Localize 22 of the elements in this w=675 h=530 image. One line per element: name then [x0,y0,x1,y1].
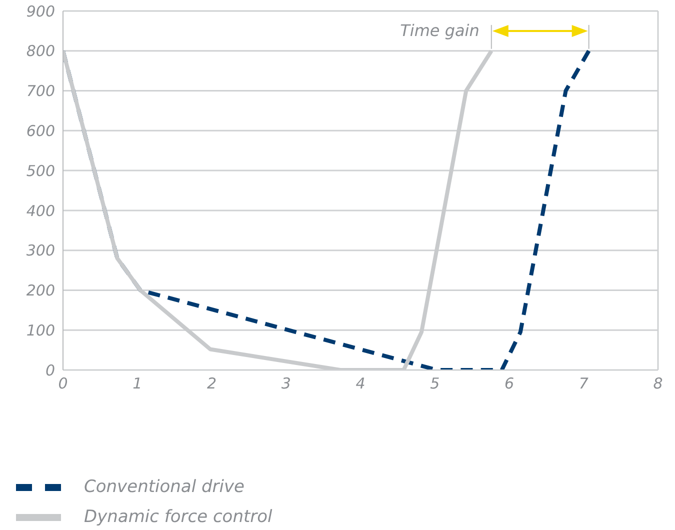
x-tick-label: 5 [430,374,440,393]
x-tick-label: 4 [356,374,366,393]
x-tick-label: 8 [653,374,663,393]
y-tick-label: 800 [26,42,55,60]
y-tick-label: 400 [26,202,55,220]
y-tick-label: 0 [45,361,55,380]
y-tick-label: 700 [26,82,55,100]
x-tick-label: 3 [281,374,291,393]
x-tick-label: 7 [578,374,589,393]
y-tick-label: 100 [26,321,55,340]
y-tick-label: 600 [26,122,55,140]
x-tick-label: 0 [58,374,68,393]
legend-label: Conventional drive [84,477,244,497]
y-tick-label: 500 [26,162,55,180]
legend-label: Dynamic force control [84,507,272,527]
y-tick-label: 900 [26,2,55,20]
y-tick-label: 300 [26,242,55,260]
x-tick-label: 1 [132,374,142,393]
x-tick-label: 2 [206,374,217,393]
y-tick-label: 200 [26,282,55,300]
annotation: Time gain [400,20,480,40]
x-tick-label: 6 [504,374,514,393]
